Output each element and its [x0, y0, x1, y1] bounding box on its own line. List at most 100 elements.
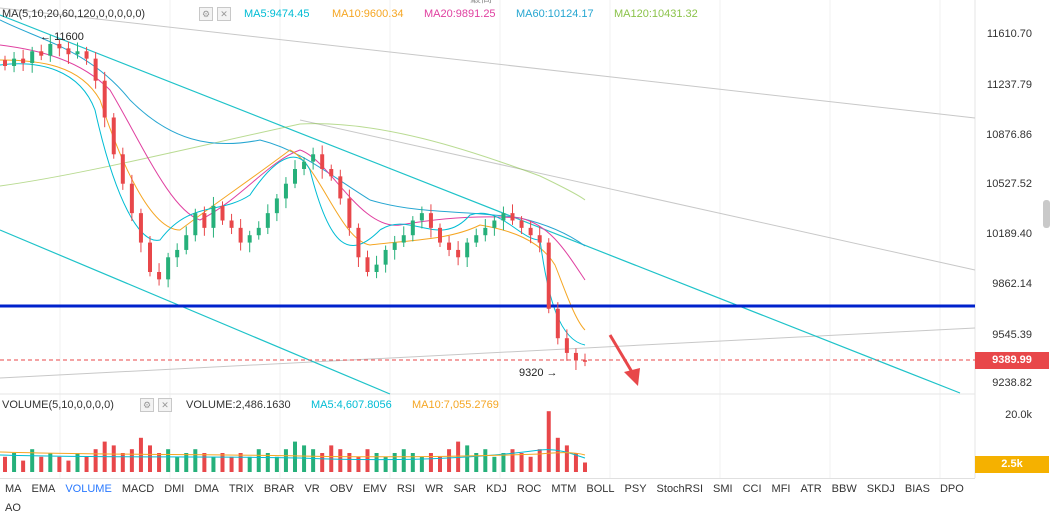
candle-body — [519, 220, 524, 228]
tab-atr[interactable]: ATR — [800, 483, 822, 495]
tab-kdj[interactable]: KDJ — [486, 483, 507, 495]
volume-bar — [256, 449, 261, 472]
volume-bar — [120, 453, 125, 472]
tab-rsi[interactable]: RSI — [396, 483, 416, 495]
volume-bar — [138, 437, 143, 472]
volume-bars — [3, 411, 587, 472]
tab-roc[interactable]: ROC — [516, 483, 542, 495]
trend-line-middle[interactable] — [299, 119, 976, 271]
candle-body — [75, 51, 80, 55]
price-tick: 9238.82 — [992, 377, 1032, 389]
candlesticks — [3, 35, 587, 370]
candle-body — [356, 227, 361, 258]
volume-bar — [419, 456, 424, 472]
tab-obv[interactable]: OBV — [329, 483, 353, 495]
volume-bar — [320, 453, 325, 472]
candle-body — [401, 235, 406, 243]
volume-bar — [555, 437, 560, 472]
tab-macd[interactable]: MACD — [121, 483, 155, 495]
candle-body — [293, 169, 297, 184]
candle-body — [3, 60, 7, 67]
candle-body — [129, 183, 134, 214]
candle-body — [166, 257, 171, 280]
candle-body — [555, 308, 560, 339]
tab-psy[interactable]: PSY — [624, 483, 647, 495]
candle-body — [302, 161, 307, 170]
volume-bar — [30, 449, 35, 472]
tab-ema[interactable]: EMA — [31, 483, 56, 495]
scrollbar[interactable] — [1043, 200, 1050, 228]
candle-body — [21, 58, 26, 64]
trend-line-upper[interactable] — [0, 7, 976, 119]
low-value: 9320 — [519, 367, 544, 379]
tab-mfi[interactable]: MFI — [771, 483, 791, 495]
candle-body — [338, 176, 343, 199]
volume-bar — [474, 453, 479, 472]
close-icon[interactable]: ✕ — [217, 7, 231, 21]
settings-icon[interactable]: ⚙ — [199, 7, 213, 21]
tab-ma[interactable]: MA — [5, 483, 22, 495]
tab-vr[interactable]: VR — [304, 483, 320, 495]
volume-bar — [428, 453, 433, 472]
tab-volume[interactable]: VOLUME — [65, 483, 112, 495]
tab-dpo[interactable]: DPO — [939, 483, 964, 495]
tab-emv[interactable]: EMV — [362, 483, 387, 495]
candle-body — [84, 51, 89, 59]
volume-bar — [66, 460, 71, 472]
low-annotation: 9320 → — [519, 367, 558, 379]
tab-stochrsi[interactable]: StochRSI — [656, 483, 704, 495]
tab-cci[interactable]: CCI — [742, 483, 762, 495]
ma-indicator-label[interactable]: MA(5,10,20,60,120,0,0,0,0,0) — [2, 8, 146, 20]
tab-wr[interactable]: WR — [425, 483, 444, 495]
candle-body — [329, 169, 334, 177]
tab-dmi[interactable]: DMI — [164, 483, 185, 495]
candle-body — [184, 235, 189, 250]
tab-mtm[interactable]: MTM — [551, 483, 577, 495]
ma120-line — [0, 123, 586, 201]
tab-boll[interactable]: BOLL — [586, 483, 615, 495]
volume-indicator-label[interactable]: VOLUME(5,10,0,0,0,0) — [2, 399, 114, 411]
candle-body — [111, 117, 116, 155]
candle-body — [492, 220, 497, 228]
volume-bar — [238, 453, 243, 472]
candle-body — [12, 58, 17, 67]
trend-line-lower[interactable] — [0, 327, 976, 379]
tab-bbw[interactable]: BBW — [831, 483, 857, 495]
tab-ao[interactable]: AO — [5, 502, 21, 514]
high-annotation: ← 11600 — [40, 31, 84, 43]
volume-bar — [564, 445, 569, 472]
volume-close-icon[interactable]: ✕ — [158, 398, 172, 412]
price-tick: 11237.79 — [986, 79, 1032, 91]
volume-bar — [12, 453, 17, 472]
volume-bar — [202, 453, 207, 472]
candle-body — [537, 235, 542, 243]
tab-smi[interactable]: SMI — [713, 483, 733, 495]
price-chart[interactable] — [0, 0, 1050, 478]
volume-bar — [302, 445, 307, 472]
top-partial-text: 最高 — [470, 0, 492, 6]
volume-bar — [283, 449, 288, 472]
volume-bar — [175, 456, 180, 472]
tab-brar[interactable]: BRAR — [263, 483, 295, 495]
channel-line-upper[interactable] — [0, 14, 961, 394]
volume-settings-icon[interactable]: ⚙ — [140, 398, 154, 412]
candle-body — [483, 227, 488, 236]
tab-trix[interactable]: TRIX — [228, 483, 254, 495]
volume-bar — [311, 449, 316, 472]
volume-bar — [75, 453, 80, 472]
channel-line-lower[interactable] — [0, 229, 391, 395]
price-tick: 11610.70 — [986, 28, 1032, 40]
candle-body — [175, 249, 180, 258]
volume-tick: 20.0k — [1005, 409, 1032, 421]
candle-body — [229, 220, 234, 228]
tab-bias[interactable]: BIAS — [904, 483, 930, 495]
candle-body — [157, 271, 162, 280]
volume-bar — [157, 453, 162, 472]
candle-body — [465, 242, 470, 258]
tab-skdj[interactable]: SKDJ — [866, 483, 895, 495]
candle-body — [148, 242, 152, 272]
tab-sar[interactable]: SAR — [453, 483, 477, 495]
tab-dma[interactable]: DMA — [194, 483, 219, 495]
volume-bar — [3, 456, 7, 472]
